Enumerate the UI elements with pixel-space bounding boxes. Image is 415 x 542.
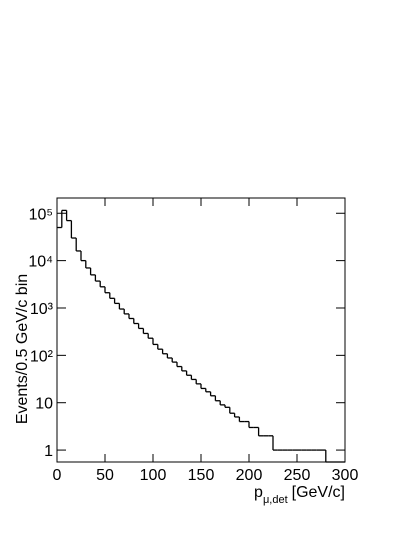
- x-tick-label: 300: [332, 467, 359, 484]
- x-tick-label: 200: [236, 467, 263, 484]
- y-tick-label: 1: [44, 443, 53, 460]
- x-tick-label: 100: [140, 467, 167, 484]
- plot-frame: [56, 197, 346, 463]
- x-tick-label: 0: [53, 467, 62, 484]
- y-tick-label: 10³: [30, 301, 54, 318]
- x-tick-label: 250: [284, 467, 311, 484]
- x-label-unit: [GeV/c]: [292, 484, 345, 501]
- y-tick-label: 10²: [30, 348, 54, 365]
- x-label-sub: μ,det: [263, 494, 288, 506]
- y-axis-label: Events/0.5 GeV/c bin: [14, 274, 31, 424]
- x-tick-label: 50: [96, 467, 114, 484]
- x-axis-label: pμ,det [GeV/c]: [254, 484, 345, 506]
- y-tick-label: 10: [35, 396, 53, 413]
- y-tick-label: 10⁴: [28, 254, 53, 271]
- y-tick-label: 10⁵: [29, 206, 53, 223]
- x-label-main: p: [254, 484, 263, 501]
- x-tick-label: 150: [188, 467, 215, 484]
